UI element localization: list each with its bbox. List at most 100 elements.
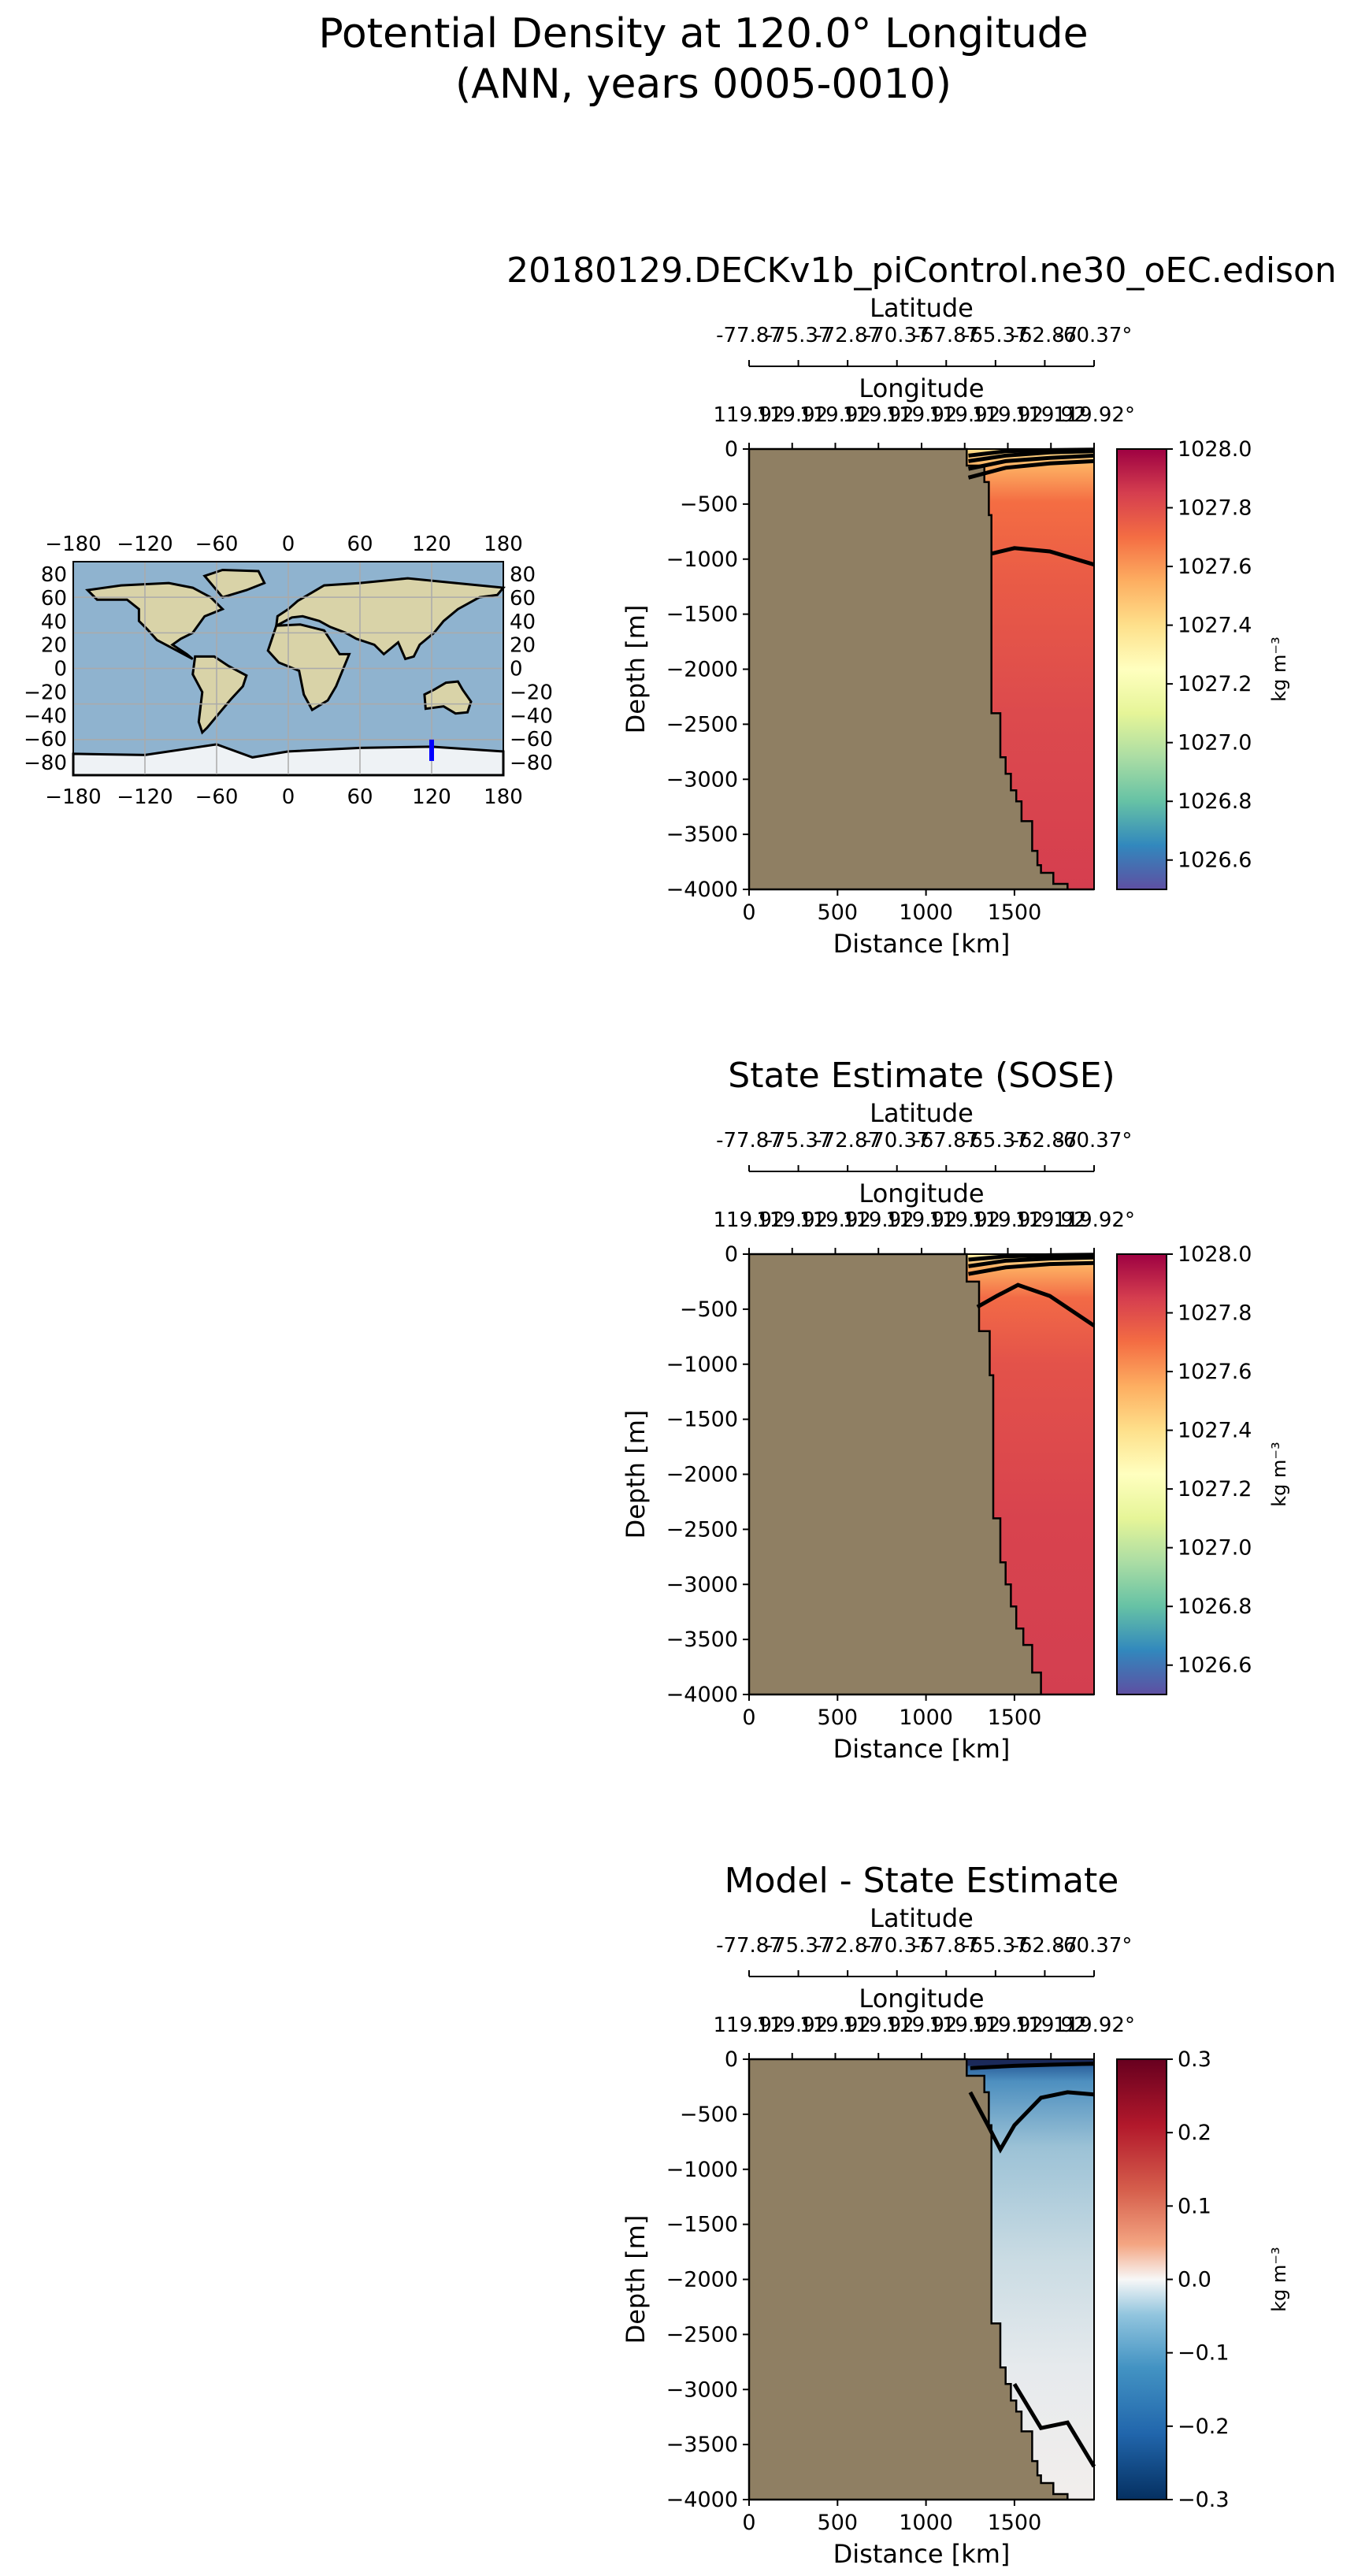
x-axis-label: Distance [km] <box>833 1734 1011 1764</box>
latitude-tick-label: -67.87 <box>913 1934 979 1958</box>
contour-line <box>968 1260 1095 1276</box>
latitude-tick-label: -70.37 <box>864 324 930 347</box>
longitude-tick-label: 119.92 <box>799 403 871 427</box>
contour-line <box>970 2062 1095 2070</box>
map-top-tick-label: 60 <box>347 533 373 556</box>
map-eurasia <box>274 577 506 661</box>
contour-line <box>1012 2383 1096 2468</box>
contour-line <box>991 546 1095 567</box>
x-tick-label: 1000 <box>899 1706 953 1730</box>
y-tick-label: −3000 <box>666 2377 738 2402</box>
y-tick-label: −4000 <box>666 878 738 902</box>
map-left-tick-label: −60 <box>24 728 67 752</box>
colorbar-tick-label: 0.2 <box>1178 2121 1211 2145</box>
map-right-tick-label: −20 <box>510 681 553 704</box>
map-top-tick-label: 120 <box>412 533 451 556</box>
figure-title-line1: Potential Density at 120.0° Longitude <box>318 10 1088 58</box>
longitude-tick-label: 119.92 <box>929 403 1000 427</box>
longitude-tick-label: 119.92 <box>756 403 828 427</box>
contour-line <box>968 1253 1095 1262</box>
map-left-tick-label: 20 <box>41 634 67 658</box>
land-mask <box>747 1253 1094 1696</box>
x-tick-label: 500 <box>818 2511 859 2535</box>
map-top-tick-label: −60 <box>195 533 239 556</box>
contour-line <box>968 2090 1095 2154</box>
longitude-tick-label: 119.92 <box>756 2014 828 2037</box>
map-south-america <box>191 655 248 735</box>
x-tick-label: 0 <box>742 900 755 925</box>
map-bottom-tick-label: 180 <box>484 785 523 809</box>
longitude-tick-label: 119.92 <box>886 1208 958 1232</box>
x-tick-label: 1000 <box>899 2511 953 2535</box>
map-top-tick-label: 180 <box>484 533 523 556</box>
bias-panel: Model - State Estimate 0 −500 −1000 −1500 −20… <box>621 1861 1290 2569</box>
map-bottom-tick-label: 60 <box>347 785 373 809</box>
y-tick-label: −2000 <box>666 2268 738 2292</box>
map-bottom-tick-label: 0 <box>282 785 295 809</box>
colorbar-label: kg m⁻³ <box>1268 637 1290 701</box>
latitude-tick-label: -67.87 <box>913 1129 979 1153</box>
figure-title-line2: (ANN, years 0005-0010) <box>455 61 952 108</box>
map-bottom-tick-label: −60 <box>195 785 239 809</box>
map-bottom-tick-label: −180 <box>45 785 101 809</box>
x-tick-label: 0 <box>742 1706 755 1730</box>
longitude-tick-label: 119.92° <box>1053 2014 1135 2037</box>
map-right-tick-label: 60 <box>510 587 536 611</box>
longitude-tick-label: 119.92 <box>799 1208 871 1232</box>
colorbar-tick-label: −0.1 <box>1178 2341 1230 2366</box>
y-tick-label: −1000 <box>666 1353 738 1377</box>
map-top-tick-label: −120 <box>117 533 172 556</box>
y-tick-label: 0 <box>725 2047 738 2072</box>
map-top-tick-label: −180 <box>45 533 101 556</box>
latitude-tick-label: -65.37 <box>963 1129 1029 1153</box>
map-north-america <box>85 581 225 660</box>
y-axis-label: Depth [m] <box>621 2215 651 2344</box>
longitude-axis-label: Longitude <box>859 1179 984 1208</box>
y-tick-label: −2500 <box>666 1517 738 1542</box>
longitude-tick-label: 119.92 <box>843 2014 914 2037</box>
colorbar-tick-label: 1027.8 <box>1178 1301 1252 1326</box>
colorbar-tick-label: 0.3 <box>1178 2047 1211 2072</box>
colorbar-tick-label: 0.1 <box>1178 2194 1211 2218</box>
longitude-tick-label: 119.92 <box>714 1208 785 1232</box>
location-map: −180 −180 −120 −120 −60 −60 0 0 60 60 120 120 180 180… <box>24 533 553 809</box>
map-left-tick-label: 0 <box>54 658 67 681</box>
longitude-tick-label: 119.92 <box>972 1208 1044 1232</box>
x-tick-label: 1500 <box>988 900 1042 925</box>
latitude-tick-label: -60.37° <box>1056 1129 1133 1153</box>
contour-line <box>976 1282 1096 1327</box>
map-bottom-tick-label: −120 <box>117 785 172 809</box>
latitude-tick-label: -77.87 <box>716 324 782 347</box>
latitude-tick-label: -67.87 <box>913 324 979 347</box>
longitude-tick-label: 119.92 <box>886 403 958 427</box>
y-tick-label: 0 <box>725 1242 738 1267</box>
latitude-tick-label: -62.87 <box>1012 1129 1078 1153</box>
contour-line <box>968 449 1095 463</box>
colorbar-tick-label: 1027.2 <box>1178 1477 1252 1501</box>
map-right-tick-label: 80 <box>510 563 536 587</box>
map-australia <box>423 680 473 715</box>
map-left-tick-label: 40 <box>41 611 67 634</box>
surface-anomaly-band <box>967 2059 1094 2066</box>
longitude-tick-label: 119.92° <box>1053 1208 1135 1232</box>
y-tick-label: −1000 <box>666 547 738 572</box>
map-left-tick-label: 60 <box>41 587 67 611</box>
panel-title: Model - State Estimate <box>725 1861 1119 1901</box>
latitude-tick-label: -72.87 <box>814 324 881 347</box>
x-tick-label: 1500 <box>988 2511 1042 2535</box>
colorbar-tick-label: 1027.0 <box>1178 1536 1252 1561</box>
latitude-tick-label: -65.37 <box>963 324 1029 347</box>
map-left-tick-label: −20 <box>24 681 67 704</box>
map-right-tick-label: 0 <box>510 658 523 681</box>
y-tick-label: −2500 <box>666 712 738 737</box>
contour-line <box>968 1255 1095 1268</box>
y-tick-label: −3500 <box>666 2433 738 2457</box>
longitude-tick-label: 119.92 <box>756 1208 828 1232</box>
x-tick-label: 500 <box>818 900 859 925</box>
colorbar-tick-label: 1027.0 <box>1178 731 1252 755</box>
y-tick-label: −2000 <box>666 1463 738 1487</box>
map-right-tick-label: −40 <box>510 704 553 728</box>
y-tick-label: −1500 <box>666 603 738 627</box>
longitude-axis-label: Longitude <box>859 1984 984 2014</box>
map-right-tick-label: −80 <box>510 752 553 775</box>
